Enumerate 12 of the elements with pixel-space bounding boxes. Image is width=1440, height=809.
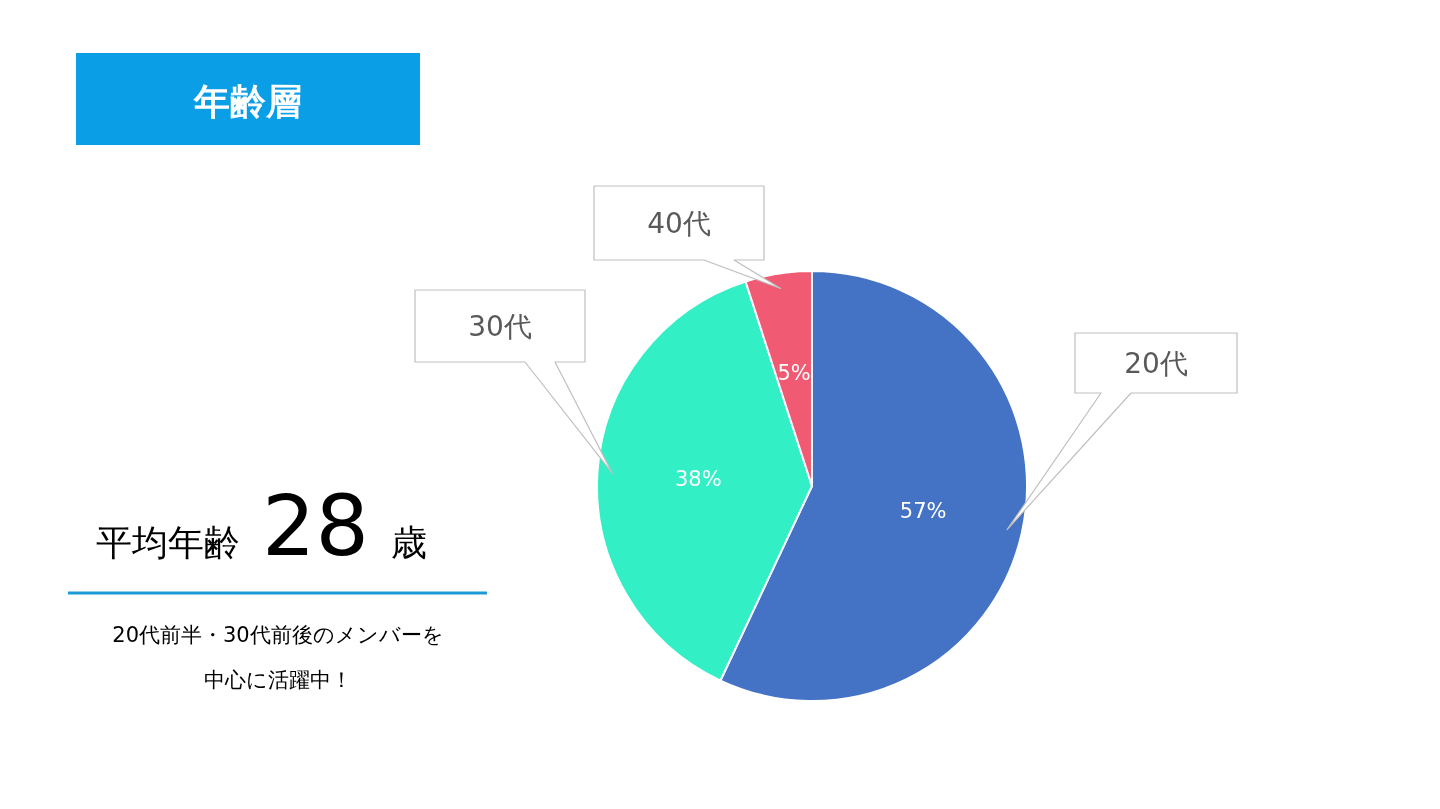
slice-label: 20代 bbox=[1124, 347, 1188, 380]
text: 20代前半・30代前後のメンバーを bbox=[112, 623, 444, 647]
slice-label: 30代 bbox=[468, 310, 532, 343]
slice-label: 40代 bbox=[647, 207, 711, 240]
text: 28 bbox=[262, 477, 369, 575]
chart-title: 年齢層 bbox=[193, 81, 302, 122]
data-label: 38% bbox=[674, 466, 722, 491]
text: 中心に活躍中！ bbox=[204, 668, 352, 692]
data-label: 57% bbox=[899, 498, 947, 523]
text: 平均年齢 bbox=[96, 522, 240, 563]
text: 歳 bbox=[390, 522, 427, 563]
data-label: 5% bbox=[777, 361, 811, 386]
